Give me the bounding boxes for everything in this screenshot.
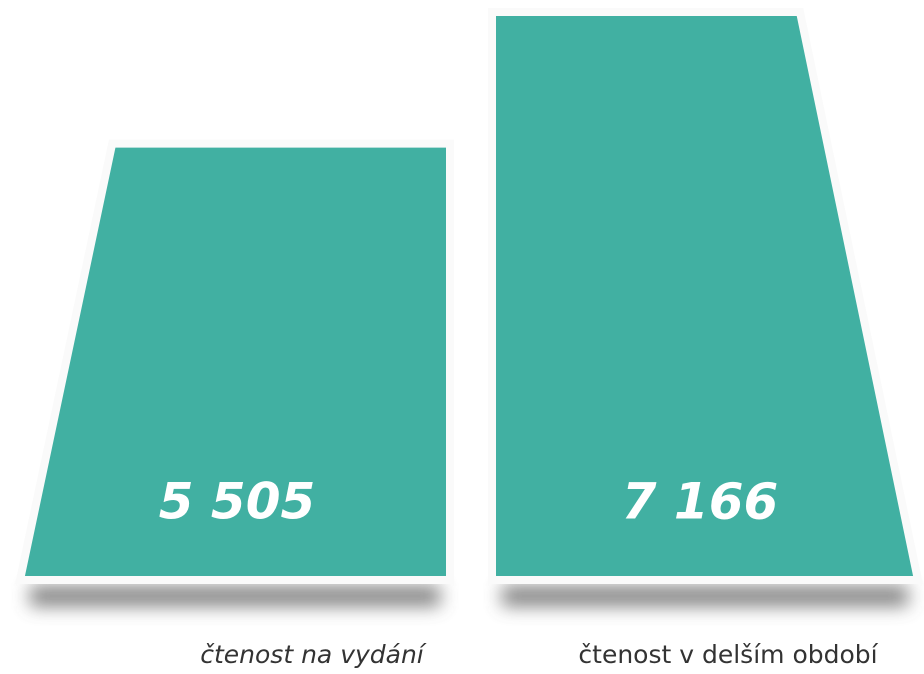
value-label: 5 505: [159, 473, 316, 531]
category-label: čtenost na vydání: [200, 640, 427, 669]
bar-shadow: [502, 586, 908, 606]
bar-shadow: [30, 586, 440, 606]
value-label: 7 166: [622, 473, 779, 531]
bar: [488, 8, 923, 584]
bar: [15, 139, 454, 584]
category-label: čtenost v delším období: [578, 640, 878, 669]
